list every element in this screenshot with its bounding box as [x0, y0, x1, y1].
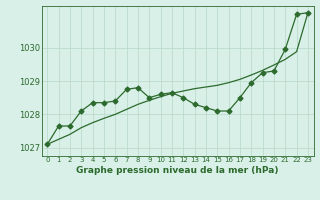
X-axis label: Graphe pression niveau de la mer (hPa): Graphe pression niveau de la mer (hPa)	[76, 166, 279, 175]
